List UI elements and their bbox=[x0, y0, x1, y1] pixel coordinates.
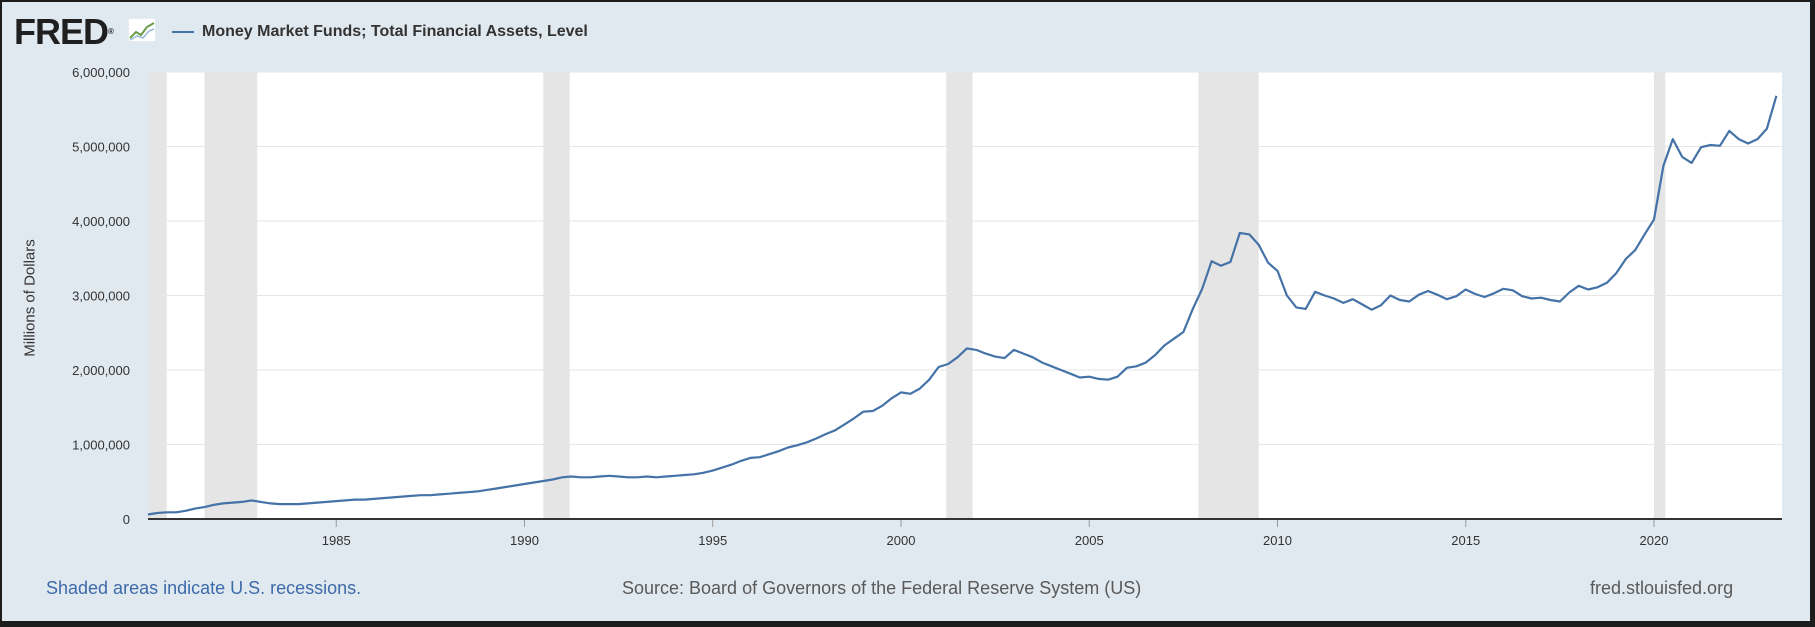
x-tick-label: 1995 bbox=[698, 533, 727, 548]
y-tick-label: 4,000,000 bbox=[72, 214, 130, 229]
x-tick-label: 2020 bbox=[1640, 533, 1669, 548]
x-tick-label: 1990 bbox=[510, 533, 539, 548]
legend-swatch bbox=[172, 31, 194, 33]
registered-mark: ® bbox=[108, 27, 114, 36]
recession-note: Shaded areas indicate U.S. recessions. bbox=[46, 578, 362, 598]
fred-logo[interactable]: FRED® bbox=[14, 11, 114, 52]
chart-legend[interactable]: Money Market Funds; Total Financial Asse… bbox=[172, 22, 588, 42]
legend-label: Money Market Funds; Total Financial Asse… bbox=[202, 23, 588, 40]
y-tick-label: 0 bbox=[123, 512, 130, 527]
y-tick-label: 3,000,000 bbox=[72, 289, 130, 304]
series-line bbox=[147, 95, 1778, 516]
y-tick-label: 6,000,000 bbox=[72, 65, 130, 80]
site-link[interactable]: fred.stlouisfed.org bbox=[1590, 578, 1734, 598]
x-tick-label: 2000 bbox=[887, 533, 916, 548]
fred-logo-graph-icon bbox=[128, 18, 156, 42]
y-tick-label: 1,000,000 bbox=[72, 438, 130, 453]
fred-logo-text: FRED bbox=[14, 11, 109, 52]
x-tick-label: 2015 bbox=[1451, 533, 1480, 548]
y-tick-label: 2,000,000 bbox=[72, 363, 130, 378]
source-note: Source: Board of Governors of the Federa… bbox=[622, 578, 1142, 598]
x-tick-label: 2005 bbox=[1075, 533, 1104, 548]
x-tick-label: 1985 bbox=[322, 533, 351, 548]
x-tick-label: 2010 bbox=[1263, 533, 1292, 548]
y-tick-label: 5,000,000 bbox=[72, 140, 130, 155]
